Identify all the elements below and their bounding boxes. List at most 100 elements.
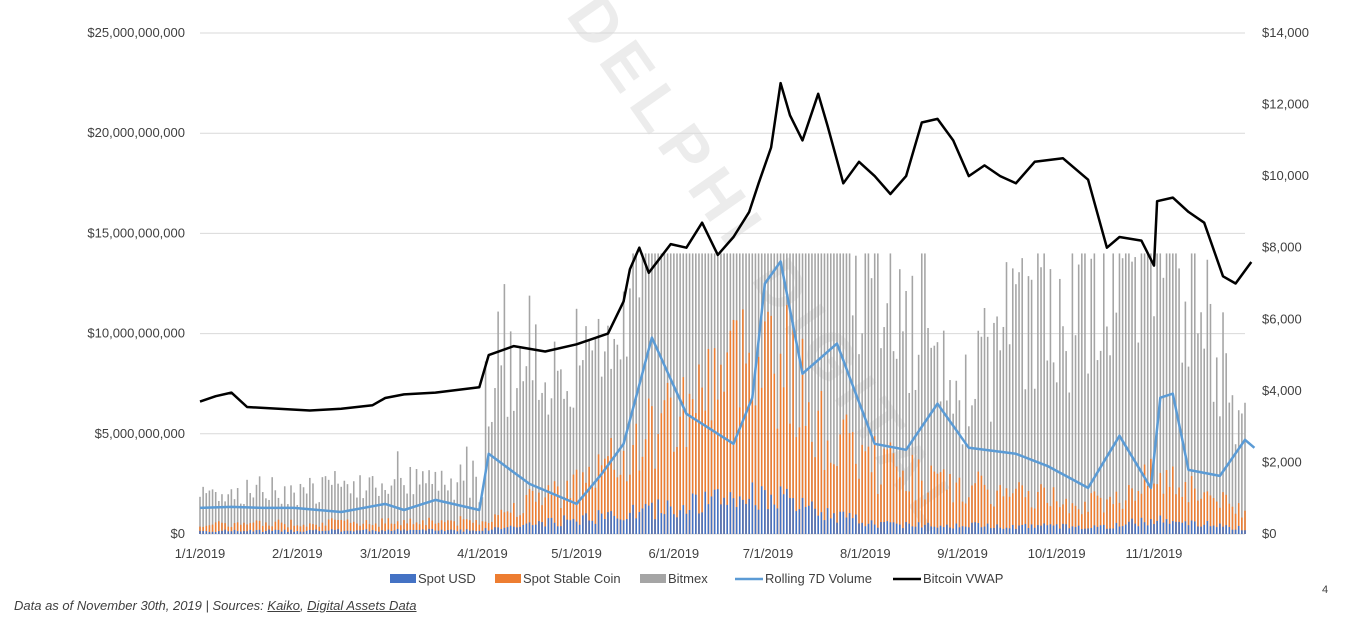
bar-spot-stable-coin (829, 462, 832, 534)
bar-spot-stable-coin (996, 490, 998, 534)
legend-swatch (495, 574, 521, 583)
bar-bitmex (1228, 402, 1231, 534)
x-axis-tick-label: 4/1/2019 (457, 546, 508, 561)
bar-spot-usd (657, 499, 659, 534)
bar-spot-usd (400, 530, 402, 534)
bar-bitmex (798, 253, 801, 534)
bar-spot-stable-coin (1200, 498, 1202, 534)
bar-spot-stable-coin (230, 527, 233, 534)
bar-spot-stable-coin (525, 494, 528, 534)
bar-spot-usd (1150, 519, 1152, 534)
bar-spot-stable-coin (547, 485, 550, 534)
bar-spot-stable-coin (1219, 507, 1221, 534)
x-axis-tick-label: 1/1/2019 (175, 546, 226, 561)
bar-bitmex (920, 253, 923, 534)
bar-spot-stable-coin (271, 526, 273, 534)
bar-spot-usd (268, 529, 270, 534)
bar-spot-stable-coin (748, 352, 750, 534)
bar-spot-stable-coin (299, 526, 302, 534)
bar-bitmex (1015, 284, 1017, 534)
bar-spot-usd (1090, 528, 1093, 534)
bar-spot-usd (1165, 519, 1168, 534)
bar-spot-stable-coin (1109, 496, 1111, 534)
bar-spot-stable-coin (990, 504, 992, 534)
bar-bitmex (811, 253, 813, 534)
bar-bitmex (1137, 342, 1140, 534)
bar-spot-usd (663, 514, 666, 534)
bar-spot-stable-coin (258, 520, 261, 534)
bar-spot-usd (908, 523, 911, 534)
bar-bitmex (271, 477, 273, 534)
bar-bitmex (1030, 279, 1033, 534)
bar-spot-usd (845, 517, 848, 534)
bar-spot-usd (1033, 527, 1036, 534)
bar-bitmex (1090, 258, 1093, 534)
bar-bitmex (679, 253, 681, 534)
bar-spot-usd (594, 523, 597, 534)
bar-spot-stable-coin (265, 522, 267, 534)
bar-spot-usd (864, 526, 867, 534)
bar-spot-usd (795, 511, 798, 534)
bar-spot-usd (629, 512, 631, 534)
bar-spot-usd (613, 515, 616, 534)
bar-bitmex (287, 504, 289, 534)
bar-spot-stable-coin (974, 483, 976, 534)
bar-spot-usd (384, 531, 386, 534)
bar-spot-stable-coin (1018, 482, 1020, 534)
bar-bitmex (839, 253, 841, 534)
bar-spot-usd (999, 527, 1002, 534)
bar-spot-usd (1121, 526, 1124, 534)
bar-spot-usd (1011, 524, 1014, 534)
bar-spot-stable-coin (509, 512, 512, 534)
bar-bitmex (378, 495, 380, 534)
bar-spot-stable-coin (321, 522, 324, 534)
bar-spot-usd (1021, 524, 1023, 534)
bar-spot-usd (723, 497, 725, 534)
bar-spot-stable-coin (738, 407, 741, 534)
bar-bitmex (632, 253, 634, 534)
bar-spot-usd (851, 518, 854, 534)
bar-spot-stable-coin (469, 520, 471, 534)
bar-spot-stable-coin (1156, 484, 1158, 534)
bar-spot-stable-coin (252, 522, 255, 534)
bar-spot-stable-coin (572, 474, 575, 534)
right-axis-tick-label: $2,000 (1262, 454, 1302, 469)
bar-spot-stable-coin (936, 473, 939, 534)
bar-spot-stable-coin (676, 446, 678, 534)
bar-spot-stable-coin (993, 506, 995, 534)
bar-spot-usd (274, 529, 277, 534)
bar-spot-usd (1219, 523, 1221, 534)
bar-bitmex (1156, 253, 1158, 534)
bar-bitmex (829, 253, 832, 534)
bar-spot-stable-coin (961, 501, 964, 534)
bar-bitmex (968, 426, 970, 534)
bar-bitmex (641, 253, 644, 534)
bar-spot-stable-coin (861, 444, 863, 534)
bar-spot-usd (600, 513, 603, 534)
bar-spot-usd (669, 506, 672, 534)
bar-bitmex (663, 253, 666, 534)
bar-bitmex (1077, 264, 1080, 534)
bar-spot-stable-coin (371, 525, 374, 534)
source-link-kaiko[interactable]: Kaiko (267, 598, 300, 613)
bar-bitmex (578, 365, 581, 534)
bar-spot-stable-coin (886, 449, 889, 534)
bar-bitmex (990, 421, 992, 534)
bar-spot-usd (1234, 529, 1237, 534)
bar-spot-stable-coin (302, 524, 305, 534)
bar-spot-usd (1159, 515, 1162, 534)
bar-bitmex (214, 492, 217, 534)
source-link-digital-assets-data[interactable]: Digital Assets Data (307, 598, 417, 613)
legend-label: Bitmex (668, 571, 708, 586)
bar-spot-usd (1131, 518, 1133, 534)
right-axis-tick-label: $4,000 (1262, 383, 1302, 398)
bar-spot-usd (732, 498, 735, 534)
bar-bitmex (236, 488, 239, 534)
bar-spot-stable-coin (641, 456, 644, 534)
bar-spot-stable-coin (616, 477, 619, 534)
bar-bitmex (1043, 253, 1045, 534)
bar-bitmex (842, 253, 845, 534)
bar-spot-usd (855, 514, 857, 534)
bar-spot-stable-coin (1081, 514, 1083, 534)
bar-bitmex (331, 484, 333, 534)
